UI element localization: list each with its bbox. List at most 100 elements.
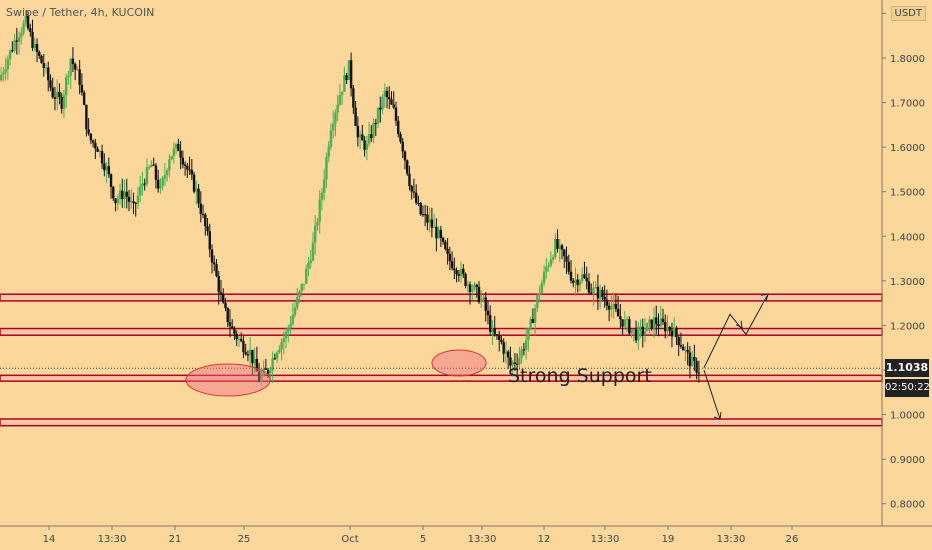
candle-body <box>322 179 326 193</box>
candle-body <box>136 195 140 204</box>
candle-body <box>336 104 339 113</box>
candle-body <box>181 157 185 165</box>
candle-body <box>311 242 315 261</box>
y-tick-label: 0.8000 <box>890 500 925 511</box>
candle-body <box>347 60 351 80</box>
candle-body <box>204 214 207 227</box>
candle-body <box>428 219 431 223</box>
candle-body <box>547 265 550 267</box>
candle-body <box>114 198 117 204</box>
candle-body <box>273 358 277 360</box>
support-resistance-zone <box>0 418 883 427</box>
candle-body <box>421 214 425 216</box>
candle-body <box>296 297 299 308</box>
candle-body <box>172 148 176 157</box>
candle-body <box>594 286 597 288</box>
candle-body <box>8 50 12 60</box>
candle-body <box>554 239 557 258</box>
candle-body <box>495 334 499 336</box>
projection-down-arrowhead <box>713 411 722 420</box>
candle-body <box>401 141 404 152</box>
x-tick-label: 13:30 <box>591 534 620 545</box>
candle-body <box>165 170 169 175</box>
candle-body <box>664 322 667 332</box>
candle-body <box>399 133 402 142</box>
x-tick-label: Oct <box>341 534 358 545</box>
candle-body <box>632 329 636 331</box>
candle-body <box>271 358 274 371</box>
y-tick-label: 1.3000 <box>890 277 925 288</box>
candle-body <box>668 326 671 331</box>
candle-body <box>231 326 234 329</box>
x-tick-label: 19 <box>662 534 675 545</box>
candle-body <box>643 330 647 335</box>
candle-body <box>96 148 99 152</box>
candle-body <box>601 289 604 297</box>
candle-body <box>538 293 541 296</box>
candle-body <box>282 338 286 343</box>
candle-body <box>524 340 528 350</box>
candle-body <box>567 261 570 272</box>
candle-body <box>56 91 59 99</box>
candle-body <box>520 349 523 358</box>
x-tick-label: 21 <box>169 534 182 545</box>
candle-body <box>628 319 631 334</box>
candle-body <box>464 273 467 286</box>
candle-body <box>300 284 303 292</box>
candle-body <box>103 163 106 171</box>
candle-body <box>228 322 232 327</box>
candle-body <box>177 143 180 151</box>
candle-body <box>257 371 261 382</box>
support-resistance-zone <box>0 293 883 302</box>
candle-body <box>423 214 427 216</box>
candle-body <box>522 349 526 351</box>
candle-body <box>365 143 369 150</box>
candle-body <box>163 174 167 179</box>
candle-body <box>168 159 171 171</box>
x-tick-label: 13:30 <box>98 534 127 545</box>
candle-body <box>540 283 544 294</box>
candle-body <box>82 92 86 105</box>
candle-body <box>417 202 420 204</box>
candle-body <box>244 352 247 355</box>
candle-body <box>572 280 575 283</box>
candle-body <box>504 351 508 354</box>
candle-body <box>287 328 290 333</box>
candle-body <box>374 123 378 125</box>
candle-body <box>64 77 68 96</box>
candle-body <box>78 69 81 85</box>
candle-body <box>466 284 469 286</box>
candle-body <box>248 349 252 356</box>
candle-body <box>127 196 131 202</box>
candle-body <box>529 319 532 329</box>
candle-body <box>179 150 182 158</box>
candle-body <box>388 97 391 100</box>
candle-body <box>22 23 25 34</box>
candle-body <box>646 322 649 331</box>
candle-body <box>589 292 593 294</box>
candle-body <box>334 112 337 124</box>
candle-body <box>634 329 638 341</box>
candle-body <box>491 328 494 332</box>
candle-body <box>511 362 514 366</box>
candle-body <box>426 214 429 223</box>
candle-body <box>307 263 310 269</box>
candle-body <box>563 249 566 257</box>
candle-body <box>672 327 676 337</box>
candle-body <box>291 314 294 325</box>
candle-body <box>239 338 243 342</box>
candle-body <box>192 174 196 192</box>
candle-body <box>98 151 102 153</box>
candle-body <box>450 261 454 269</box>
candle-body <box>42 63 45 69</box>
candle-body <box>625 319 629 321</box>
y-tick-label: 1.2000 <box>890 321 925 332</box>
candle-body <box>60 96 63 109</box>
candle-body <box>531 319 535 323</box>
candle-body <box>354 107 357 126</box>
candle-body <box>235 333 238 340</box>
candle-body <box>316 222 319 226</box>
candle-body <box>38 52 41 56</box>
candle-body <box>302 283 306 285</box>
